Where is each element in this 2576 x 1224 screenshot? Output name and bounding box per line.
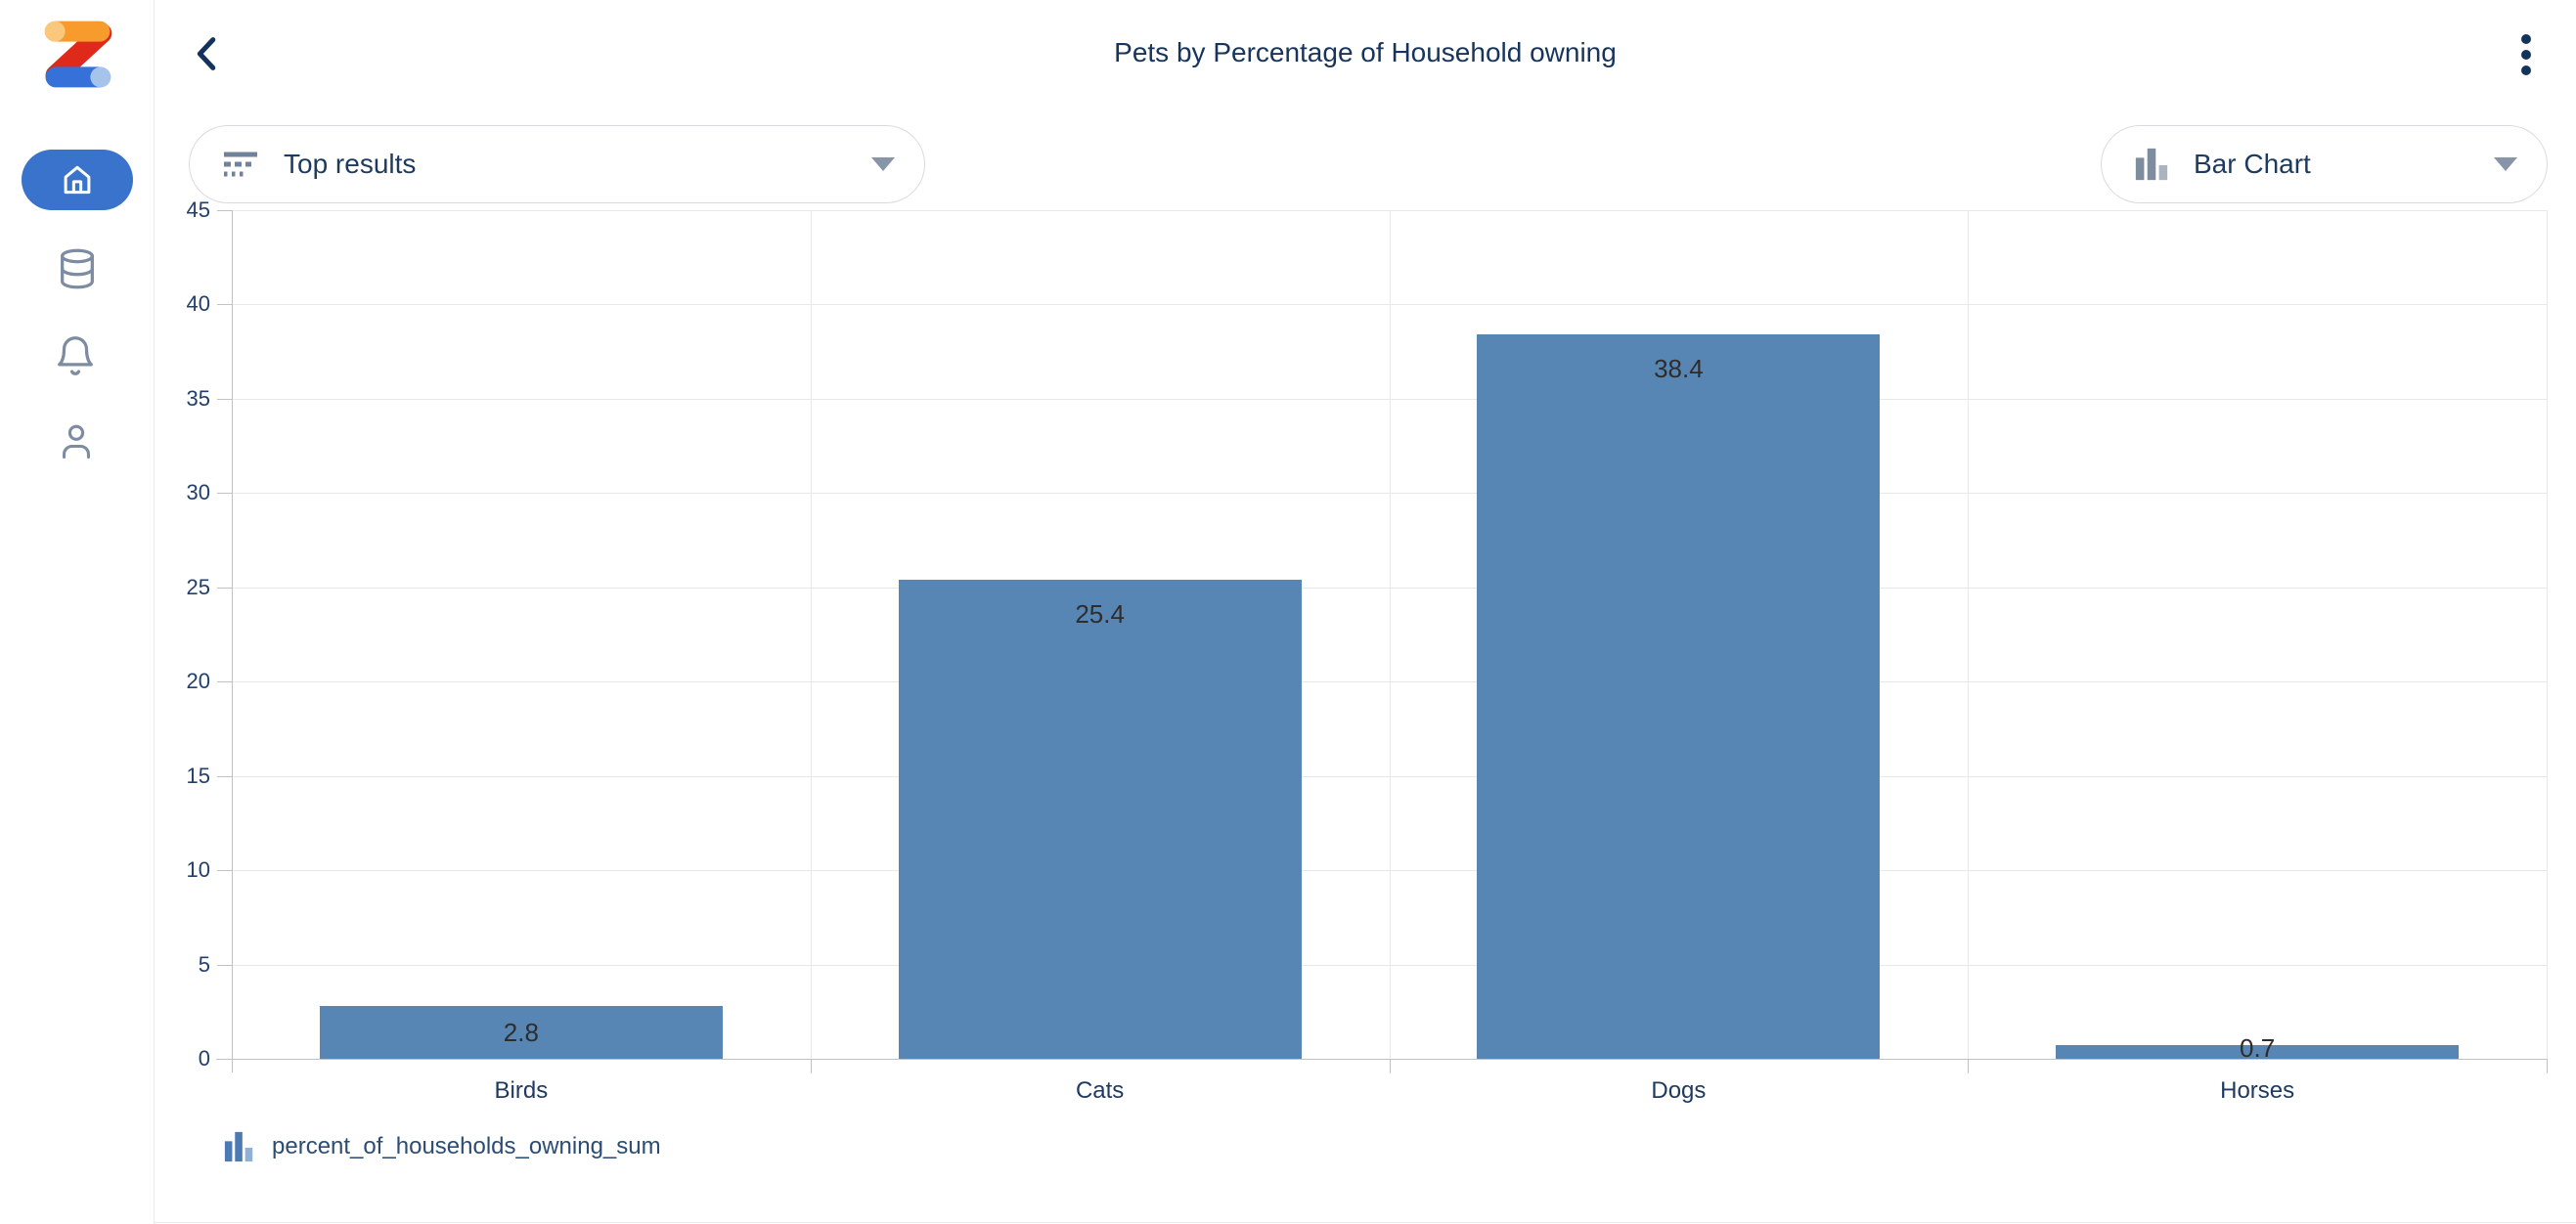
y-axis-tick <box>217 964 232 966</box>
y-axis-label: 10 <box>186 857 210 883</box>
bar-dogs[interactable] <box>1477 334 1881 1059</box>
legend-bar-chart-icon <box>224 1131 253 1162</box>
bar-value-label: 0.7 <box>2240 1033 2276 1064</box>
y-axis-label: 15 <box>186 763 210 788</box>
bar-cats[interactable] <box>898 580 1302 1059</box>
chevron-down-icon <box>2494 157 2517 171</box>
grid-line-v <box>810 210 812 1059</box>
grid-line-v <box>1968 210 1970 1059</box>
y-axis-label: 40 <box>186 291 210 317</box>
x-axis-tick <box>810 1059 812 1073</box>
bar-chart-icon <box>2135 148 2168 181</box>
x-axis-line <box>216 1059 2547 1060</box>
sidebar-item-profile[interactable] <box>53 417 100 464</box>
home-icon <box>64 165 91 195</box>
y-axis-tick <box>217 870 232 872</box>
chart-type-label: Bar Chart <box>2194 149 2311 179</box>
bar-chart-plot-area: 0 5 10 15 20 25 30 35 40 45 2.8 Birds 25.4 Cats 38.4 Do… <box>187 197 2548 1104</box>
chart-legend[interactable]: percent_of_households_owning_sum <box>223 1128 661 1165</box>
x-axis-tick <box>1389 1059 1391 1073</box>
top-results-filter-icon <box>224 152 257 177</box>
legend-series-label: percent_of_households_owning_sum <box>272 1133 661 1159</box>
top-results-label: Top results <box>284 149 417 179</box>
back-button[interactable] <box>186 31 231 76</box>
x-axis-tick <box>1968 1059 1970 1073</box>
y-axis-tick <box>217 493 232 495</box>
y-axis-line <box>232 210 233 1072</box>
y-axis-label: 20 <box>186 669 210 694</box>
bar-value-label: 2.8 <box>503 1017 539 1047</box>
y-axis-label: 45 <box>186 197 210 222</box>
zoho-z-icon <box>44 21 112 88</box>
y-axis-label: 5 <box>198 951 210 977</box>
bar-birds[interactable] <box>319 1005 723 1059</box>
sidebar <box>0 0 155 1224</box>
bell-icon <box>58 336 93 375</box>
bar-value-label: 25.4 <box>1075 599 1125 630</box>
top-results-dropdown[interactable]: Top results <box>189 125 925 203</box>
y-axis-tick <box>217 1059 232 1060</box>
x-axis-label: Birds <box>494 1077 549 1104</box>
x-axis-label: Dogs <box>1651 1077 1707 1104</box>
x-axis-label: Horses <box>2220 1077 2295 1104</box>
y-axis-label: 25 <box>186 574 210 599</box>
kebab-menu-icon <box>2521 34 2531 44</box>
sidebar-item-notifications[interactable] <box>52 332 99 379</box>
page-title: Pets by Percentage of Household owning <box>1114 37 1617 67</box>
y-axis-label: 30 <box>186 480 210 505</box>
y-axis-label: 35 <box>186 385 210 411</box>
bar-horses[interactable] <box>2056 1045 2460 1059</box>
chevron-left-icon <box>197 37 216 70</box>
chart-type-dropdown[interactable]: Bar Chart <box>2101 125 2548 203</box>
y-axis-label: 0 <box>198 1046 210 1071</box>
x-axis-label: Cats <box>1075 1077 1125 1104</box>
more-options-button[interactable] <box>2504 29 2549 80</box>
chevron-down-icon <box>871 157 895 171</box>
user-icon <box>62 424 91 459</box>
y-axis-tick <box>217 210 232 211</box>
zoho-logo[interactable] <box>31 14 123 96</box>
y-axis-tick <box>217 398 232 400</box>
y-axis-tick <box>217 681 232 683</box>
database-icon <box>61 248 94 289</box>
bar-value-label: 38.4 <box>1654 354 1704 384</box>
y-axis-tick <box>217 304 232 306</box>
y-axis-tick <box>217 775 232 777</box>
sidebar-item-home[interactable] <box>22 150 133 210</box>
x-axis-tick <box>2547 1059 2548 1073</box>
sidebar-item-data[interactable] <box>54 245 101 292</box>
content-bottom-divider <box>155 1222 2576 1223</box>
grid-line-v <box>2547 210 2548 1059</box>
y-axis-tick <box>217 587 232 589</box>
grid-line-v <box>1389 210 1391 1059</box>
